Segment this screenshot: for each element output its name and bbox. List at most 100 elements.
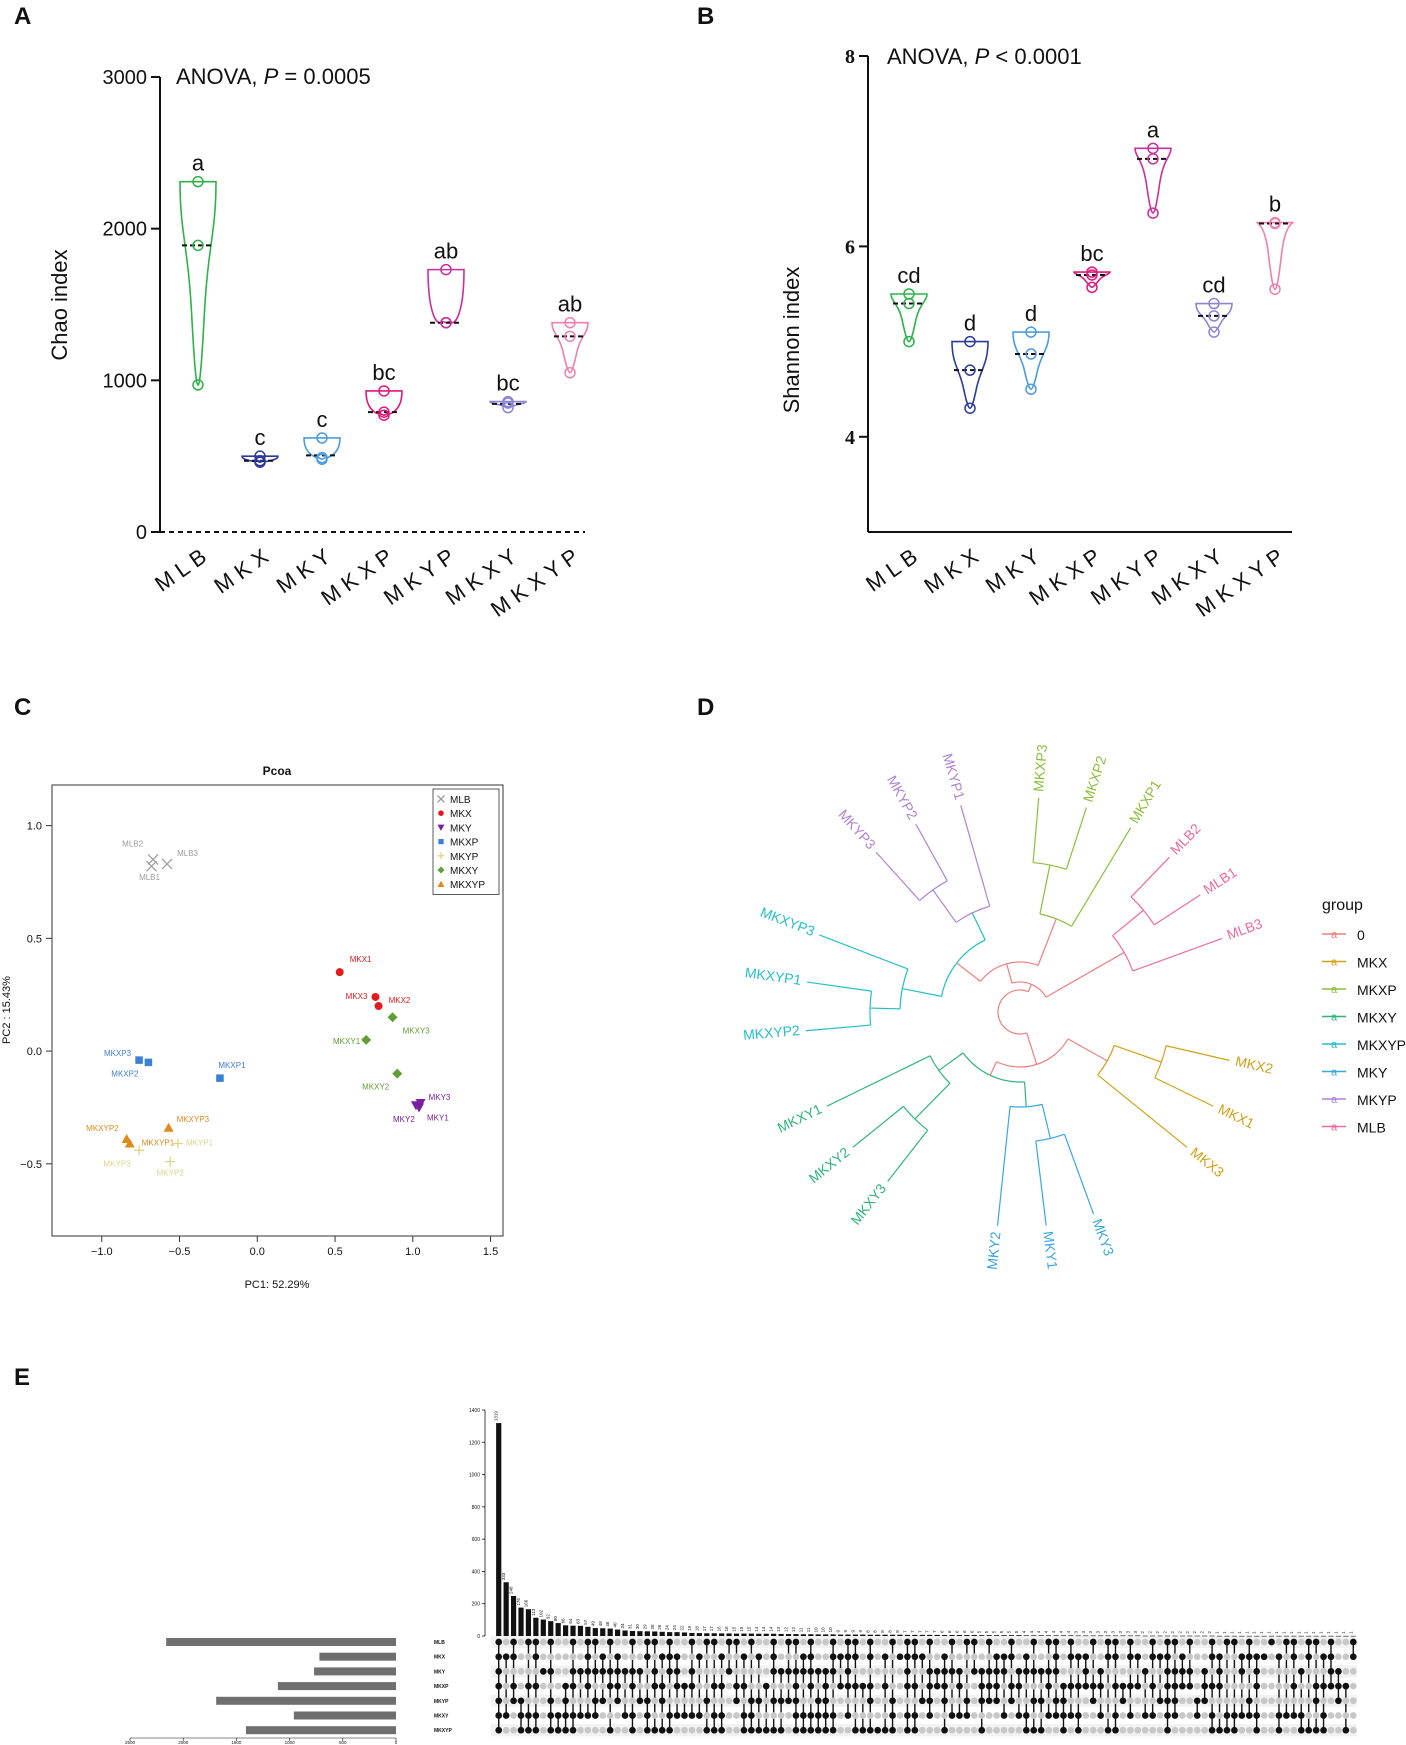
chart-e-matrix-dot-filled: [525, 1682, 532, 1690]
chart-e-matrix-dot-filled: [792, 1638, 800, 1646]
chart-e-intersection-bar: [726, 1633, 732, 1636]
chart-e-matrix-dot-filled: [948, 1712, 956, 1719]
chart-a-category-label: M K X: [209, 543, 273, 598]
chart-e-matrix-dot-filled: [1082, 1653, 1090, 1661]
chart-e-matrix-dot-filled: [591, 1712, 599, 1719]
chart-e-matrix-dot-filled: [948, 1638, 956, 1646]
chart-e-matrix-dot-filled: [614, 1682, 621, 1690]
chart-e-matrix-dot-empty: [814, 1638, 822, 1646]
chart-e-matrix-dot-filled: [1253, 1668, 1261, 1675]
chart-e-intersection-bar: [1350, 1635, 1356, 1637]
chart-e-matrix-dot-filled: [926, 1638, 934, 1646]
chart-e-matrix-dot-empty: [1104, 1697, 1112, 1705]
chart-e-set-label: MKXY: [434, 1714, 449, 1720]
chart-e-matrix-dot-filled: [606, 1726, 614, 1734]
chart-e-matrix-dot-empty: [1290, 1726, 1298, 1734]
chart-e-matrix-dot-empty: [569, 1697, 577, 1705]
chart-c-point-label: MLB2: [122, 839, 143, 848]
chart-e-matrix-dot-empty: [956, 1697, 963, 1705]
chart-e-matrix-dot-filled: [554, 1712, 562, 1719]
chart-e-intersection-bar: [570, 1625, 576, 1636]
chart-c-point-label: MKY3: [429, 1093, 451, 1102]
chart-e-matrix-dot-filled: [814, 1668, 822, 1675]
chart-e-intersection-bar-label: 10: [813, 1627, 818, 1633]
chart-e-intersection-bar: [577, 1625, 584, 1636]
chart-e-set-size-bar: [277, 1682, 396, 1691]
chart-e-matrix-dot-empty: [985, 1712, 993, 1719]
chart-e-matrix-dot-filled: [1052, 1712, 1060, 1719]
chart-e-matrix-dot-empty: [822, 1653, 830, 1661]
chart-c-xtick-label: 0.5: [327, 1246, 342, 1258]
chart-e-matrix-dot-filled: [1201, 1668, 1209, 1675]
chart-e-matrix-dot-filled: [1052, 1697, 1060, 1705]
chart-d-legend-key-glyph: a: [1331, 1012, 1338, 1024]
chart-e-matrix-dot-filled: [941, 1726, 948, 1734]
chart-e-matrix-dot-empty: [1149, 1668, 1156, 1675]
chart-e-matrix-dot-empty: [621, 1682, 629, 1690]
chart-e-intersection-bar: [1164, 1635, 1171, 1637]
chart-e-matrix-dot-empty: [985, 1653, 993, 1661]
chart-e-intersection-bar-label: 166: [523, 1599, 528, 1607]
chart-e-matrix-dot-filled: [822, 1726, 830, 1734]
chart-e-matrix-dot-empty: [606, 1697, 614, 1705]
chart-e-intersection-bar-label: 1: [1267, 1631, 1272, 1634]
chart-e-intersection-bar: [1120, 1635, 1126, 1637]
chart-e-intersection-bar-label: 57: [583, 1619, 588, 1625]
chart-c-legend-label: MKXYP: [450, 880, 485, 891]
chart-e-matrix-dot-filled: [591, 1638, 599, 1646]
chart-e-matrix-dot-empty: [1297, 1638, 1305, 1646]
chart-e-matrix-dot-empty: [591, 1682, 599, 1690]
chart-e-matrix-dot-filled: [673, 1712, 681, 1719]
chart-e-matrix-dot-empty: [1134, 1638, 1142, 1646]
chart-e-matrix-dot-empty: [889, 1653, 896, 1661]
chart-e-matrix-dot-empty: [1000, 1726, 1008, 1734]
chart-e-matrix-dot-empty: [1297, 1697, 1305, 1705]
chart-e-matrix-dot-filled: [1260, 1653, 1268, 1661]
chart-e-matrix-dot-empty: [1245, 1726, 1253, 1734]
chart-e-matrix-dot-filled: [1052, 1668, 1060, 1675]
chart-e-matrix-dot-filled: [584, 1668, 592, 1675]
chart-d-leaf-label: MKXYP2: [742, 1022, 800, 1043]
chart-e-intersection-bar-label: 1: [1229, 1631, 1234, 1634]
chart-e-matrix-dot-filled: [1164, 1726, 1171, 1734]
chart-e-intersection-bar: [1283, 1635, 1290, 1637]
chart-e-matrix-dot-empty: [1201, 1653, 1209, 1661]
chart-e-intersection-bar: [1008, 1635, 1015, 1636]
chart-e-matrix-dot-empty: [1112, 1697, 1119, 1705]
chart-e-matrix-dot-empty: [621, 1653, 629, 1661]
chart-e-matrix-dot-filled: [643, 1712, 651, 1719]
chart-e-matrix-dot-filled: [822, 1668, 830, 1675]
chart-e-matrix-dot-filled: [562, 1682, 569, 1690]
chart-e-intersection-bar-label: 10: [821, 1627, 826, 1633]
chart-e-matrix-dot-empty: [1208, 1697, 1216, 1705]
chart-e-matrix-dot-filled: [502, 1653, 510, 1661]
chart-e-matrix-dot-filled: [1141, 1668, 1149, 1675]
chart-e-matrix-dot-empty: [703, 1653, 711, 1661]
chart-e-intersection-bar: [1276, 1635, 1282, 1637]
chart-d-leaf-label: MKXY2: [806, 1144, 853, 1186]
chart-e-matrix-dot-filled: [918, 1653, 926, 1661]
chart-e-matrix-dot-filled: [1208, 1638, 1216, 1646]
chart-e-matrix-dot-empty: [770, 1682, 778, 1690]
chart-e-matrix-dot-empty: [948, 1682, 956, 1690]
chart-e-matrix-dot-empty: [621, 1697, 629, 1705]
chart-e-matrix-dot-empty: [606, 1653, 614, 1661]
chart-a-data-point: [192, 239, 204, 252]
chart-e-matrix-dot-empty: [1156, 1682, 1164, 1690]
chart-e-matrix-dot-filled: [636, 1668, 644, 1675]
chart-e-intersection-bar: [644, 1631, 650, 1636]
chart-e-matrix-dot-empty: [1268, 1653, 1275, 1661]
chart-e-matrix-dot-filled: [970, 1668, 978, 1675]
chart-e-matrix-dot-filled: [1290, 1638, 1298, 1646]
chart-e-matrix-dot-filled: [1312, 1697, 1320, 1705]
chart-e-matrix-dot-empty: [970, 1697, 978, 1705]
chart-a-ylabel: Chao index: [47, 249, 72, 360]
chart-c-point: [161, 858, 173, 870]
chart-e-intersection-bar: [1187, 1635, 1193, 1637]
chart-e-intersection-bar: [1157, 1635, 1163, 1637]
chart-a-data-point: [502, 401, 514, 414]
chart-e-matrix-dot-filled: [1156, 1697, 1164, 1705]
chart-e-matrix-dot-empty: [963, 1726, 971, 1734]
chart-e-matrix-dot-empty: [1112, 1668, 1119, 1675]
chart-e-matrix-dot-empty: [718, 1668, 725, 1675]
